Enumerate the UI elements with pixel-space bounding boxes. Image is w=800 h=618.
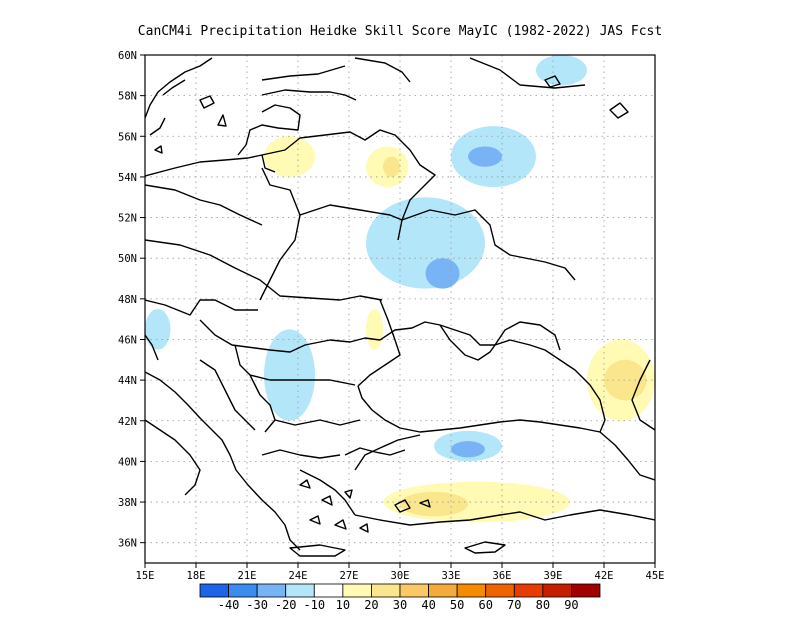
colorbar-label: 10 (336, 598, 350, 612)
colorbar-swatch (513, 583, 544, 598)
colorbar-label: 20 (364, 598, 378, 612)
colorbar-label: -40 (218, 598, 240, 612)
coastlines-and-borders (145, 57, 655, 557)
colorbar-swatch (228, 583, 258, 598)
skill-region-16 (366, 309, 383, 350)
south-baltic-coast (145, 154, 276, 177)
colorbar-swatch (428, 583, 458, 598)
lon-tick-label: 15E (136, 570, 155, 582)
lon-tick-label: 18E (187, 570, 206, 582)
russia-north-coast (354, 57, 586, 89)
lakes-north (544, 75, 629, 119)
colorbar-label: 40 (421, 598, 435, 612)
colorbar-swatch (371, 583, 401, 598)
gulf-of-finland-coast (237, 65, 357, 156)
lon-tick-label: 30E (391, 570, 410, 582)
lon-tick-label: 36E (493, 570, 512, 582)
lon-tick-label: 45E (646, 570, 665, 582)
lon-tick-label: 39E (544, 570, 563, 582)
italy-coast (145, 419, 201, 496)
colorbar-label: 70 (507, 598, 521, 612)
lat-tick-label: 50N (118, 253, 137, 265)
colorbar-label: 50 (450, 598, 464, 612)
skill-region-4 (264, 329, 315, 421)
scandinavia-coast (145, 57, 213, 136)
colorbar-label: -10 (303, 598, 325, 612)
lat-tick-label: 44N (118, 375, 137, 387)
colorbar-swatch (256, 583, 287, 598)
colorbar-swatch (571, 583, 601, 598)
southern-islands (394, 499, 431, 513)
caspian-coast (631, 359, 655, 431)
colorbar-label: 60 (478, 598, 492, 612)
turkey-borders (354, 431, 655, 526)
lon-tick-label: 21E (238, 570, 257, 582)
latitude-tick-labels: 36N 38N 40N 42N 44N 46N 48N 50N 52N 54N 56N 58N 60N (118, 50, 145, 550)
lat-tick-label: 38N (118, 497, 137, 509)
lat-tick-label: 60N (118, 50, 137, 62)
lat-tick-label: 42N (118, 416, 137, 428)
adriatic-coast (145, 334, 237, 471)
colorbar-swatch (285, 583, 315, 598)
skill-region-7 (536, 55, 587, 86)
lat-tick-label: 40N (118, 456, 137, 468)
lon-tick-label: 33E (442, 570, 461, 582)
skill-region-1 (468, 146, 502, 167)
colorbar-swatch (199, 583, 229, 598)
skill-region-13 (400, 491, 468, 517)
country-borders (145, 129, 576, 433)
cyprus-coast (464, 541, 506, 554)
colorbar-label: -20 (275, 598, 297, 612)
colorbar-swatch (399, 583, 429, 598)
colorbar-swatch (485, 583, 515, 598)
colorbar (199, 583, 601, 598)
lon-tick-label: 24E (289, 570, 308, 582)
longitude-tick-labels: 15E 18E 21E 24E 27E 30E 33E 36E 39E 42E 45E (136, 563, 665, 582)
lat-tick-label: 58N (118, 91, 137, 103)
colorbar-swatch (342, 583, 372, 598)
lon-tick-label: 42E (595, 570, 614, 582)
skill-region-8 (145, 309, 171, 350)
colorbar-labels: -40 -30 -20 -10 10 20 30 40 50 60 70 80 90 (218, 598, 579, 612)
colorbar-label: -30 (246, 598, 268, 612)
lat-tick-label: 36N (118, 538, 137, 550)
greece-coast (235, 449, 356, 551)
map-title: CanCM4i Precipitation Heidke Skill Score… (138, 24, 662, 39)
colorbar-swatch (456, 583, 487, 598)
aegean-islands (289, 479, 369, 557)
skill-region-11 (264, 136, 315, 177)
colorbar-swatch (542, 583, 572, 598)
skill-region-10 (383, 156, 400, 177)
marmara-coast (344, 447, 406, 456)
lat-tick-label: 54N (118, 172, 137, 184)
colorbar-swatch (313, 583, 344, 598)
lat-tick-label: 56N (118, 131, 137, 143)
baltic-islands (154, 95, 227, 154)
colorbar-label: 90 (564, 598, 578, 612)
crimea-coast (439, 324, 496, 361)
skill-region-6 (451, 441, 485, 458)
black-sea-coast (357, 321, 606, 433)
colorbar-label: 30 (393, 598, 407, 612)
map-gridlines (145, 55, 655, 563)
lat-tick-label: 46N (118, 334, 137, 346)
skill-region-3 (425, 258, 460, 289)
lat-tick-label: 48N (118, 294, 137, 306)
lat-tick-label: 52N (118, 213, 137, 225)
colorbar-label: 80 (536, 598, 550, 612)
lon-tick-label: 27E (340, 570, 359, 582)
azov-coast (494, 321, 561, 351)
